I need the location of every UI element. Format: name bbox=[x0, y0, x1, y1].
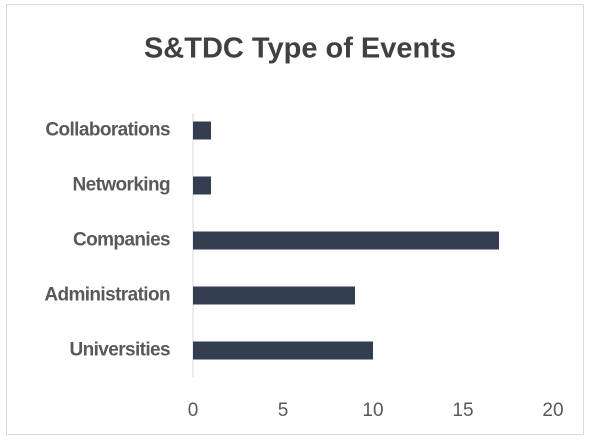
y-tick-label: Companies bbox=[73, 230, 170, 251]
bar bbox=[193, 286, 355, 305]
x-tick-label: 5 bbox=[278, 400, 289, 421]
chart-title: S&TDC Type of Events bbox=[144, 33, 456, 65]
y-tick-label: Networking bbox=[73, 175, 170, 196]
y-tick-label: Collaborations bbox=[45, 120, 170, 141]
x-tick-label: 0 bbox=[188, 400, 199, 421]
x-tick-label: 15 bbox=[452, 400, 473, 421]
y-tick-label: Administration bbox=[44, 285, 170, 306]
bar bbox=[193, 121, 211, 140]
x-tick-label: 20 bbox=[542, 400, 563, 421]
y-tick-label: Universities bbox=[69, 340, 170, 361]
x-tick-label: 10 bbox=[362, 400, 383, 421]
bar bbox=[193, 176, 211, 195]
bar bbox=[193, 341, 373, 360]
bar bbox=[193, 231, 499, 250]
chart-border bbox=[6, 4, 584, 435]
